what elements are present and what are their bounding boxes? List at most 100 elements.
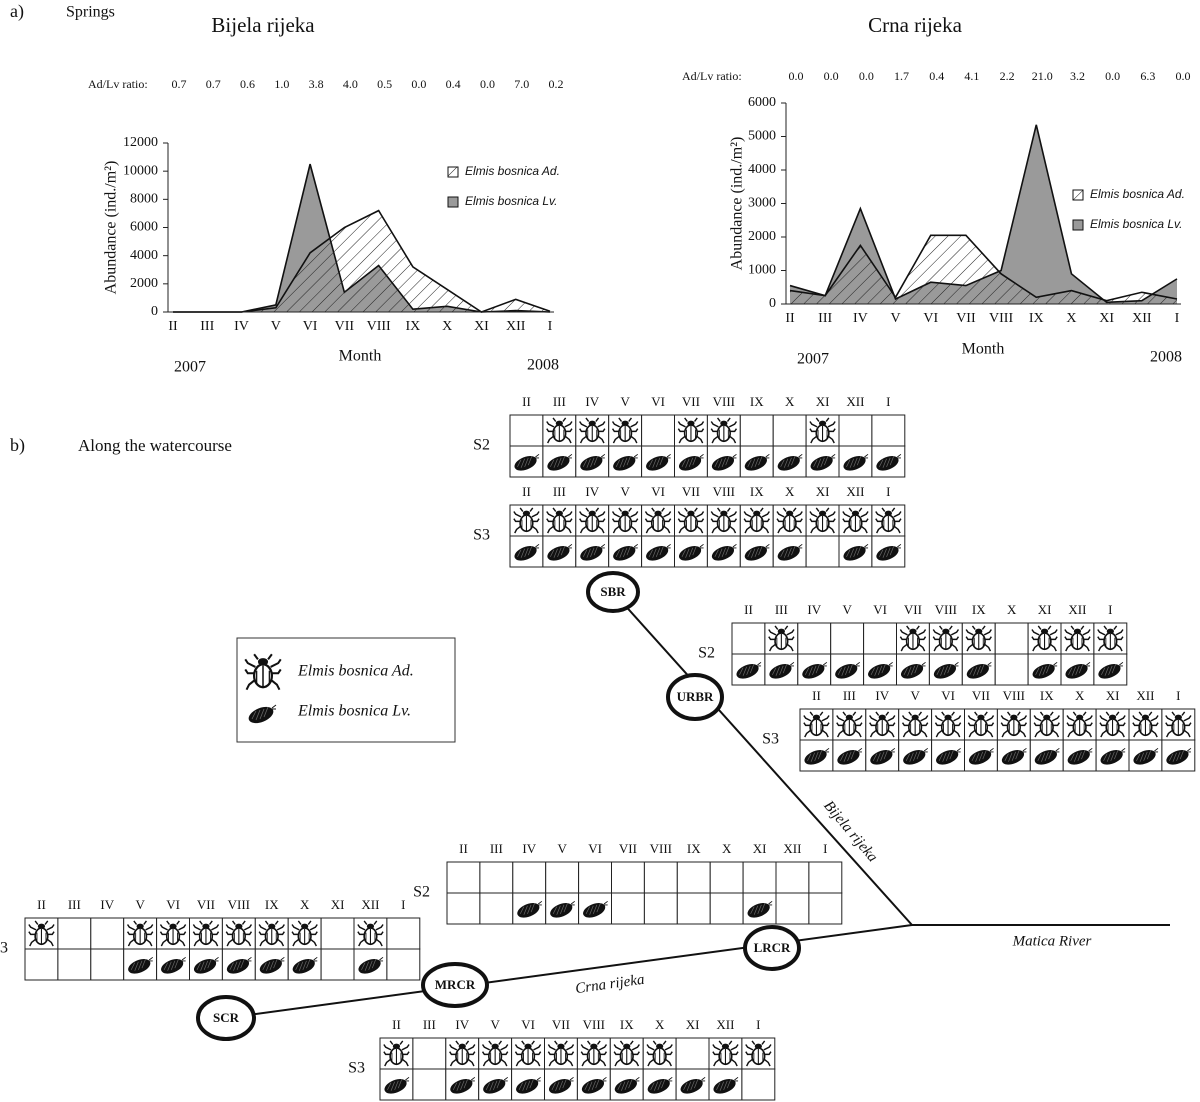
panel-label: b): [10, 435, 25, 456]
year-label: 2008: [527, 357, 559, 374]
station-label: S2: [413, 884, 430, 901]
x-tick-label: XII: [1132, 311, 1152, 326]
grid-cell: [961, 653, 996, 686]
y-tick-label: 2000: [130, 276, 158, 291]
ratio-value: 7.0: [514, 77, 529, 91]
x-tick-label: V: [890, 311, 900, 326]
x-tick-label: IX: [1029, 311, 1044, 326]
month-label: X: [300, 897, 310, 912]
grid-cell: [386, 917, 421, 950]
station-label: S3: [0, 940, 8, 957]
x-tick-label: VII: [956, 311, 976, 326]
ratio-value: 0.2: [549, 77, 564, 91]
year-label: 2007: [174, 359, 206, 376]
month-label: IV: [100, 897, 114, 912]
month-label: IX: [620, 1017, 634, 1032]
month-label: XII: [1136, 688, 1154, 703]
month-label: VIII: [583, 1017, 605, 1032]
y-axis-title: Abundance (ind./m²): [729, 137, 746, 271]
month-label: I: [1176, 688, 1180, 703]
ratio-value: 4.1: [964, 69, 979, 83]
month-label: VII: [904, 602, 922, 617]
site-label: MRCR: [435, 977, 476, 992]
month-label: VIII: [935, 602, 957, 617]
station-label: S2: [473, 437, 490, 454]
year-label: 2007: [797, 351, 829, 368]
grid-cell: [24, 948, 59, 981]
month-label: I: [886, 484, 890, 499]
site-circle: [421, 962, 489, 1008]
panel-title: Springs: [66, 4, 115, 21]
month-label: XI: [816, 394, 830, 409]
grid-cell: [509, 414, 544, 447]
x-tick-label: I: [1175, 311, 1180, 326]
grid-cell: [386, 948, 421, 981]
grid-cell: [578, 861, 612, 894]
month-label: XII: [846, 484, 864, 499]
month-label: XI: [686, 1017, 700, 1032]
grid-cell: [512, 861, 547, 894]
month-label: III: [553, 484, 566, 499]
month-label: IV: [455, 1017, 469, 1032]
month-label: III: [775, 602, 788, 617]
month-label: V: [490, 1017, 500, 1032]
month-label: II: [459, 841, 468, 856]
legend-box: [236, 637, 456, 743]
month-label: VIII: [713, 484, 735, 499]
month-label: XII: [846, 394, 864, 409]
y-tick-label: 10000: [123, 163, 158, 178]
x-tick-label: II: [785, 311, 795, 326]
x-tick-label: I: [548, 319, 553, 334]
station-label: S2: [698, 645, 715, 662]
month-label: VIII: [228, 897, 250, 912]
grid-cell: [412, 1037, 447, 1070]
legend-swatch-hatch: [447, 166, 459, 178]
month-label: IX: [1040, 688, 1054, 703]
month-label: V: [620, 484, 630, 499]
y-tick-label: 8000: [130, 192, 158, 207]
ratio-value: 0.5: [377, 77, 392, 91]
grid-cell: [742, 861, 777, 894]
grid-cell: [830, 622, 865, 655]
ratio-value: 0.4: [446, 77, 461, 91]
ratio-value: 0.0: [1105, 69, 1120, 83]
x-tick-label: IX: [406, 319, 421, 334]
month-label: X: [722, 841, 732, 856]
month-label: I: [756, 1017, 760, 1032]
month-label: VIII: [1003, 688, 1025, 703]
area-outline: [789, 234, 1178, 302]
x-axis-title: Month: [339, 348, 382, 365]
month-label: I: [401, 897, 405, 912]
month-label: IV: [522, 841, 536, 856]
grid-cell: [509, 535, 544, 568]
month-label: X: [785, 484, 795, 499]
grid-cell: [676, 861, 711, 894]
y-tick-label: 0: [151, 304, 158, 319]
legend-swatch-hatch: [1072, 189, 1084, 201]
month-label: IX: [687, 841, 701, 856]
site-circle: [196, 995, 256, 1041]
month-label: IX: [265, 897, 279, 912]
grid-cell: [871, 414, 906, 447]
month-label: IX: [750, 484, 764, 499]
area: [790, 235, 1177, 304]
month-label: III: [423, 1017, 436, 1032]
grid-cell: [742, 892, 777, 925]
x-tick-label: III: [200, 319, 214, 334]
site-label: URBR: [677, 689, 714, 704]
month-label: X: [655, 1017, 665, 1032]
grid-cell: [320, 948, 355, 981]
grid-cell: [643, 892, 678, 925]
grid-cell: [898, 739, 933, 772]
ratio-value: 3.8: [309, 77, 324, 91]
grid-cell: [808, 892, 843, 925]
month-label: XII: [1068, 602, 1086, 617]
month-label: XII: [783, 841, 801, 856]
grid-cell: [994, 653, 1029, 686]
ratio-value: 1.7: [894, 69, 909, 83]
x-tick-label: XII: [506, 319, 526, 334]
grid-cell: [545, 861, 580, 894]
month-label: III: [553, 394, 566, 409]
